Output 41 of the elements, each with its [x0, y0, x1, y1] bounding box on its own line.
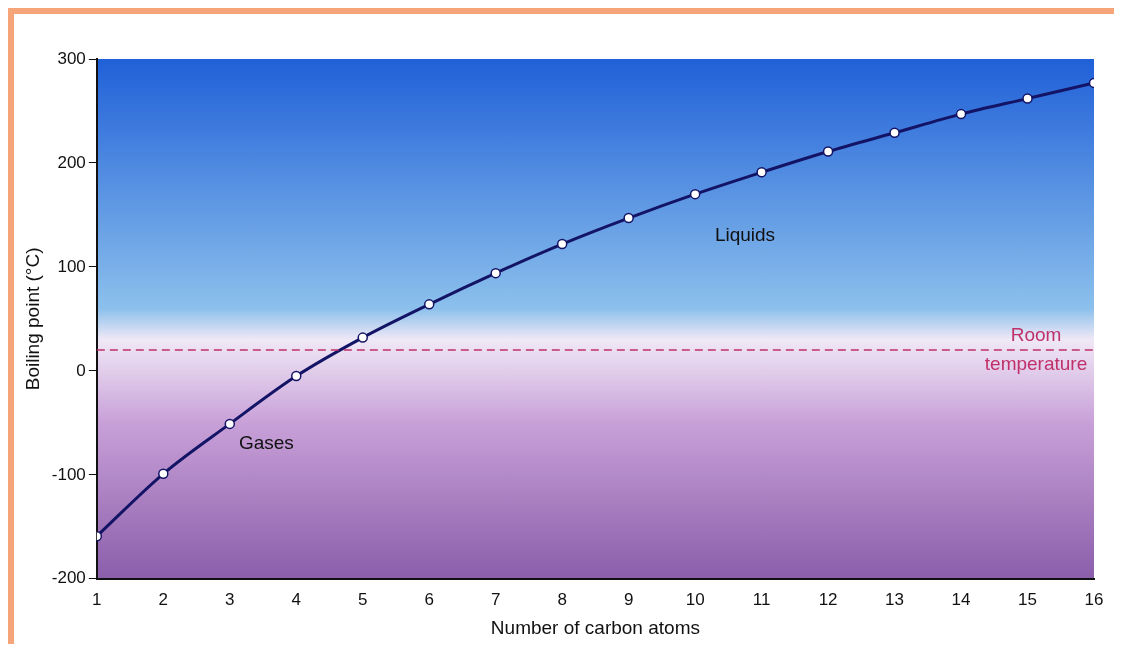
x-tick-label: 5 [358, 589, 368, 609]
x-tick-label: 3 [225, 589, 235, 609]
point [291, 370, 302, 382]
point [357, 332, 368, 343]
y-tick-label: -200 [51, 568, 86, 588]
x-tick-label: 15 [1018, 589, 1037, 609]
x-tick-label: 10 [685, 589, 705, 609]
y-tick-label: 200 [57, 152, 86, 172]
x-axis-title: Number of carbon atoms [490, 616, 700, 638]
x-tick-label: 6 [424, 589, 434, 609]
point [158, 468, 169, 480]
annotation: Liquids [714, 223, 776, 245]
ref-line-label: Room temperature [984, 323, 1088, 374]
point [756, 167, 767, 178]
point [822, 146, 834, 157]
point [490, 267, 501, 279]
point [689, 188, 701, 200]
y-tick-label: 300 [57, 48, 86, 68]
point [955, 108, 967, 120]
x-tick-label: 2 [158, 589, 169, 609]
point [224, 418, 236, 430]
x-tick-label: 8 [557, 589, 567, 609]
x-tick-label: 16 [1084, 589, 1104, 609]
x-tick-label: 12 [818, 589, 838, 609]
annotation: Gases [238, 431, 294, 453]
point [623, 212, 634, 224]
x-tick-label: 11 [752, 589, 771, 609]
x-tick-label: 9 [623, 589, 634, 609]
point [423, 299, 435, 310]
x-tick-label: 13 [885, 589, 905, 609]
point [1022, 93, 1033, 104]
y-tick-label: 0 [76, 360, 86, 380]
x-tick-label: 7 [490, 589, 501, 609]
y-axis-title: Boiling point (°C) [21, 247, 43, 391]
point [889, 127, 900, 139]
x-tick-label: 4 [291, 589, 301, 609]
y-tick-label: 100 [57, 256, 86, 276]
x-tick-label: 1 [92, 589, 102, 609]
x-tick-label: 14 [951, 589, 971, 609]
y-tick-label: -100 [51, 464, 86, 484]
point [556, 238, 568, 250]
